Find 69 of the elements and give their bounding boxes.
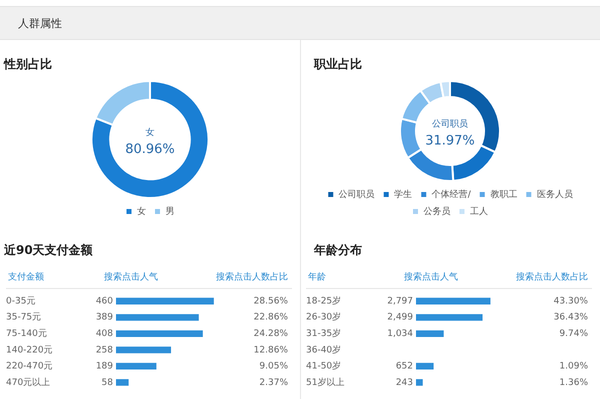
slice-label: 女 [146,126,154,138]
legend-label: 学生 [394,188,412,200]
legend-label: 女 [137,206,146,217]
x-axis-title: 搜索点击人气 [404,271,458,282]
data-label: 80.96% [125,142,175,157]
y-tick-label: 26-30岁 [306,312,342,323]
bar [416,330,444,337]
data-label: 2,797 [387,296,413,306]
data-label: 31.97% [425,133,475,148]
text: 搜索点击人数占比 [516,271,588,282]
data-label: 243 [396,378,413,388]
legend-label: 个体经营/ [432,188,472,200]
y-axis-title: 年龄 [308,271,326,282]
text: 43.30% [554,296,588,306]
chart-title: 近90天支付金额 [4,242,93,259]
text: 搜索点击人数占比 [216,271,288,282]
data-label: 1,034 [387,329,414,340]
legend-label: 教职工 [490,188,518,200]
y-tick-label: 51岁以上 [306,376,344,388]
x-axis-title: 搜索点击人气 [104,271,158,282]
bar [116,379,129,386]
bar [416,379,423,386]
bar [116,362,156,370]
bar [416,298,490,304]
bar [416,314,483,321]
text: 人群属性 [0,6,600,40]
y-axis-title: 支付金额 [8,271,44,282]
y-tick-label: 75-140元 [6,328,47,340]
y-tick-label: 18-25岁 [306,295,342,306]
y-tick-label: 31-35岁 [306,328,342,340]
text: 2.37% [259,378,288,388]
bar [116,314,199,321]
bar [116,330,203,337]
data-label: 389 [96,312,114,323]
chart-title: 职业占比 [314,56,362,73]
y-tick-label: 35-75元 [6,312,42,323]
text: 12.86% [254,345,288,356]
text: 36.43% [554,312,588,323]
y-tick-label: 41-50岁 [306,360,342,372]
data-label: 58 [102,378,114,388]
y-tick-label: 140-220元 [6,344,53,356]
text: 1.36% [559,378,588,388]
legend-label: 男 [166,206,174,217]
legend-label: 工人 [470,206,488,217]
bar [416,362,434,370]
legend-label: 公司职员 [338,188,375,200]
data-label: 652 [396,362,413,372]
data-label: 460 [96,296,114,306]
text: 28.56% [254,296,288,306]
y-tick-label: 220-470元 [6,360,53,372]
data-label: 189 [96,362,114,372]
text: 1.09% [559,362,588,372]
y-tick-label: 470元以上 [6,376,50,388]
data-label: 258 [96,345,114,356]
legend-label: 公务员 [424,206,450,217]
legend-label: 医务人员 [536,188,573,200]
bar [116,298,214,304]
chart-title: 性别占比 [4,56,52,73]
y-tick-label: 36-40岁 [306,344,342,356]
text: 24.28% [254,329,288,340]
y-tick-label: 0-35元 [6,295,36,306]
chart-title: 年龄分布 [314,242,362,259]
bar [116,346,172,354]
slice-label: 公司职员 [432,118,468,130]
data-label: 2,499 [387,312,414,323]
text: 9.74% [559,329,588,340]
text: 22.86% [254,312,288,323]
data-label: 408 [96,329,114,340]
text: 9.05% [259,362,288,372]
